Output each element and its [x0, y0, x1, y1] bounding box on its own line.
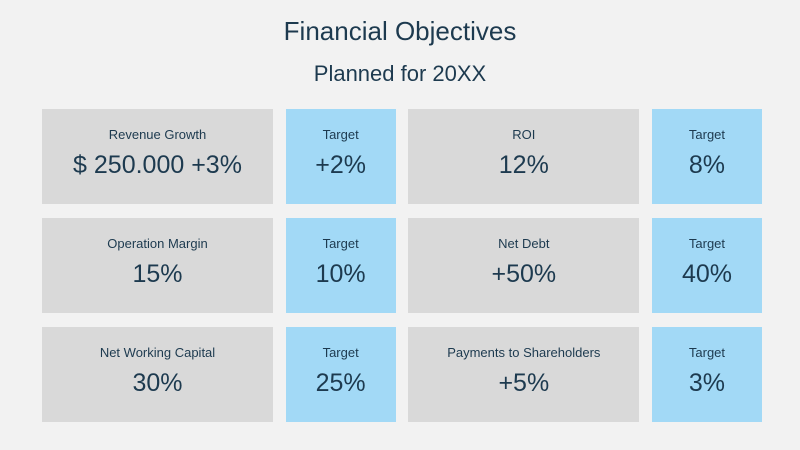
target-label: Target: [688, 345, 726, 360]
objective-value: +5%: [498, 369, 550, 397]
target-label: Target: [322, 127, 359, 142]
objective-label: Net Working Capital: [99, 345, 216, 360]
target-value: 3%: [688, 369, 726, 397]
objective-card-operation-margin: Operation Margin 15%: [42, 218, 273, 313]
target-label: Target: [688, 127, 726, 142]
objective-value: 12%: [498, 151, 549, 179]
objective-value: 15%: [132, 260, 183, 288]
target-card-net-working-capital: Target 25%: [285, 327, 396, 422]
target-card-operation-margin: Target 10%: [285, 218, 396, 313]
target-label: Target: [688, 236, 726, 251]
target-value: 10%: [315, 260, 366, 288]
target-card-net-debt: Target 40%: [651, 218, 762, 313]
objective-card-net-debt: Net Debt +50%: [408, 218, 640, 313]
page-subtitle: Planned for 20XX: [313, 61, 487, 86]
objectives-grid: Revenue Growth $ 250.000 +3% Target +2% …: [42, 109, 762, 422]
objective-label: ROI: [512, 127, 536, 142]
target-label: Target: [322, 345, 359, 360]
objective-value: $ 250.000 +3%: [73, 151, 242, 179]
target-card-payments-to-shareholders: Target 3%: [651, 327, 762, 422]
target-card-roi: Target 8%: [651, 109, 762, 204]
objective-label: Net Debt: [498, 236, 550, 251]
target-value: 8%: [688, 151, 726, 179]
target-label: Target: [322, 236, 359, 251]
target-card-revenue-growth: Target +2%: [285, 109, 396, 204]
objective-card-net-working-capital: Net Working Capital 30%: [42, 327, 273, 422]
target-value: +2%: [315, 151, 367, 179]
objective-label: Operation Margin: [107, 236, 208, 251]
objective-label: Revenue Growth: [108, 127, 207, 142]
target-value: 40%: [681, 260, 732, 288]
target-value: 25%: [315, 369, 366, 397]
page-title: Financial Objectives: [283, 16, 517, 46]
objective-card-roi: ROI 12%: [408, 109, 640, 204]
objective-label: Payments to Shareholders: [447, 345, 601, 360]
objective-value: 30%: [132, 369, 183, 397]
objective-card-revenue-growth: Revenue Growth $ 250.000 +3%: [42, 109, 273, 204]
objective-card-payments-to-shareholders: Payments to Shareholders +5%: [408, 327, 640, 422]
objective-value: +50%: [491, 260, 557, 288]
